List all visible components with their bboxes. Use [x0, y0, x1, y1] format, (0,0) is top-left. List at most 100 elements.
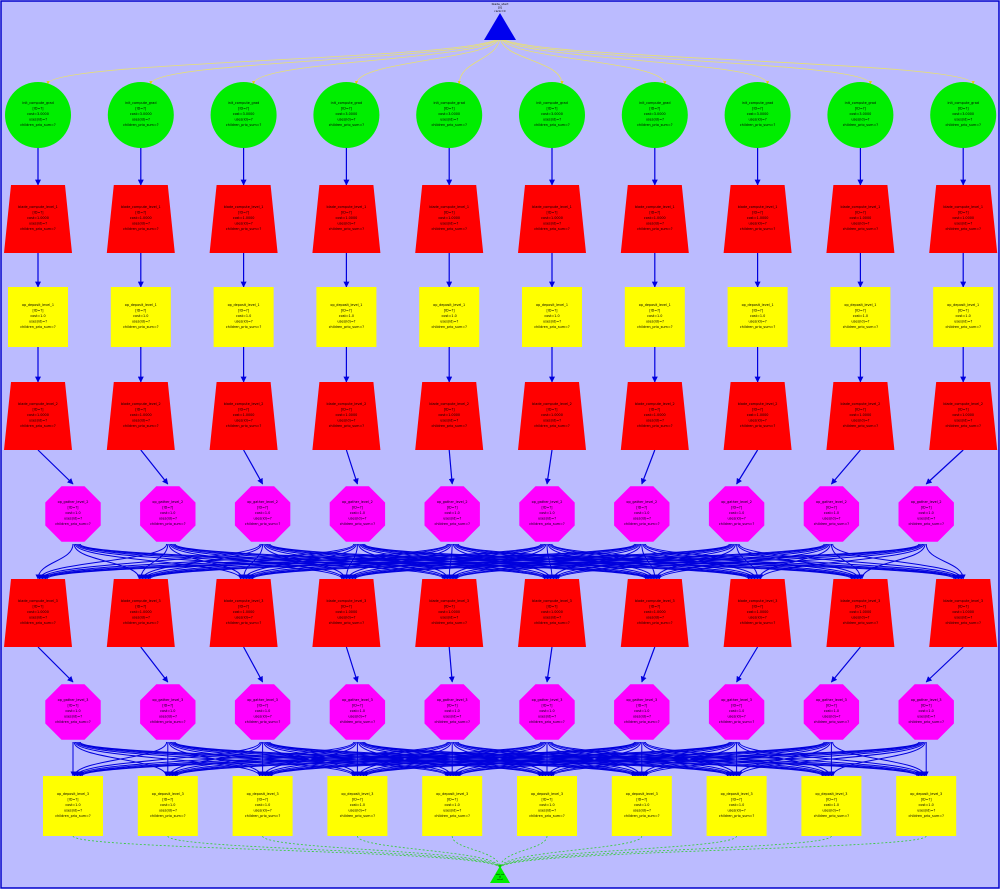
node-label-line: uses(id)=?	[443, 517, 461, 521]
task-node-square[interactable]: op_deposit_level_3 [ID=?]cost=1.0 uses(id)…	[517, 776, 577, 836]
task-node-octagon[interactable]: op_gather_level_2 [ID=?]cost=1.0 uses(id)=…	[235, 486, 290, 541]
task-node-trapezoid[interactable]: blade_compute_level_2 [ID=?]cost=1.0000 us…	[518, 382, 586, 450]
task-node-square[interactable]: op_deposit_level_3 [ID=?]cost=1.0 uses(id)…	[43, 776, 103, 836]
task-node-trapezoid[interactable]: blade_compute_level_3 [ID=?]cost=1.0000 us…	[724, 579, 792, 647]
task-node-trapezoid[interactable]: blade_compute_level_1 [ID=?]cost=1.0000 us…	[621, 185, 689, 253]
task-node-octagon[interactable]: op_gather_level_2 [ID=?]cost=1.0 uses(id)=…	[519, 486, 574, 541]
task-node-square[interactable]: op_deposit_level_3 [ID=?]cost=1.0 uses(id)…	[138, 776, 198, 836]
task-node-trapezoid[interactable]: blade_compute_level_3 [ID=?]cost=1.0000 us…	[4, 579, 72, 647]
node-label-line: uses(id)=?	[543, 222, 561, 226]
task-node-square[interactable]: op_deposit_level_3 [ID=?]cost=1.0 uses(id)…	[801, 776, 861, 836]
task-node-trapezoid[interactable]: blade_compute_level_1 [ID=?]cost=1.0000 us…	[518, 185, 586, 253]
task-node-square[interactable]: op_deposit_level_1 [ID=?]cost=1.0 uses(id)…	[111, 287, 171, 347]
task-node-octagon[interactable]: op_gather_level_2 [ID=?]cost=1.0 uses(id)=…	[330, 486, 385, 541]
task-node-trapezoid[interactable]: blade_compute_level_2 [ID=?]cost=1.0000 us…	[210, 382, 278, 450]
task-node-circle[interactable]: init_compute_grad [ID=?]cost=3.0000 uses(i…	[313, 82, 379, 148]
task-node-square[interactable]: op_deposit_level_1 [ID=?]cost=1.0 uses(id)…	[625, 287, 685, 347]
task-node-trapezoid[interactable]: blade_compute_level_2 [ID=?]cost=1.0000 us…	[621, 382, 689, 450]
task-node-square[interactable]: op_deposit_level_1 [ID=?]cost=1.0 uses(id)…	[728, 287, 788, 347]
node-label-line: children_prio_sum=?	[624, 814, 660, 818]
task-node-trapezoid[interactable]: blade_compute_level_1 [ID=?]cost=1.0000 us…	[929, 185, 997, 253]
node-label-line: cost=1.0000	[952, 610, 974, 614]
task-node-square[interactable]: op_deposit_level_3 [ID=?]cost=1.0 uses(id)…	[896, 776, 956, 836]
node-label-line: children_prio_sum=?	[431, 123, 467, 127]
node-label-line: uses(id)=?	[917, 715, 935, 719]
task-node-octagon[interactable]: op_gather_level_3 [ID=?]cost=1.0 uses(id)=…	[45, 684, 100, 739]
task-node-circle[interactable]: init_compute_grad [ID=?]cost=3.0000 uses(i…	[5, 82, 71, 148]
node-label-line: uses(id)=?	[646, 616, 664, 620]
task-node-square[interactable]: op_deposit_level_1 [ID=?]cost=1.0 uses(id)…	[316, 287, 376, 347]
task-node-trapezoid[interactable]: blade_compute_level_3 [ID=?]cost=1.0000 us…	[107, 579, 175, 647]
task-node-trapezoid[interactable]: blade_compute_level_1 [ID=?]cost=1.0000 us…	[724, 185, 792, 253]
node-label-line: children_prio_sum=?	[843, 123, 879, 127]
node-label-line: [ID=?]	[855, 107, 867, 111]
node-label-line: [ID=?]	[135, 408, 147, 412]
task-node-square[interactable]: op_deposit_level_1 [ID=?]cost=1.0 uses(id)…	[214, 287, 274, 347]
task-node-trapezoid[interactable]: blade_compute_level_3 [ID=?]cost=1.0000 us…	[826, 579, 894, 647]
task-node-trapezoid[interactable]: blade_compute_level_2 [ID=?]cost=1.0000 us…	[929, 382, 997, 450]
task-node-trapezoid[interactable]: blade_compute_level_1 [ID=?]cost=1.0000 us…	[415, 185, 483, 253]
task-node-square[interactable]: op_deposit_level_3 [ID=?]cost=1.0 uses(id)…	[612, 776, 672, 836]
node-label-line: op_deposit_level_3	[626, 792, 658, 796]
task-node-trapezoid[interactable]: blade_compute_level_2 [ID=?]cost=1.0000 us…	[312, 382, 380, 450]
task-node-square[interactable]: op_deposit_level_3 [ID=?]cost=1.0 uses(id)…	[422, 776, 482, 836]
task-node-octagon[interactable]: op_gather_level_3 [ID=?]cost=1.0 uses(id)=…	[235, 684, 290, 739]
task-node-octagon[interactable]: op_gather_level_3 [ID=?]cost=1.0 uses(id)=…	[709, 684, 764, 739]
task-node-octagon[interactable]: op_gather_level_2 [ID=?]cost=1.0 uses(id)=…	[140, 486, 195, 541]
task-node-trapezoid[interactable]: blade_compute_level_2 [ID=?]cost=1.0000 us…	[4, 382, 72, 450]
task-node-octagon[interactable]: op_gather_level_3 [ID=?]cost=1.0 uses(id)=…	[804, 684, 859, 739]
node-label-line: [ID=?]	[352, 506, 364, 510]
task-node-square[interactable]: op_deposit_level_3 [ID=?]cost=1.0 uses(id)…	[327, 776, 387, 836]
node-label-line: children_prio_sum=?	[434, 720, 470, 724]
task-node-square[interactable]: op_deposit_level_1 [ID=?]cost=1.0 uses(id)…	[419, 287, 479, 347]
sink-label-line: blade_end	[496, 874, 504, 876]
task-node-trapezoid[interactable]: blade_compute_level_3 [ID=?]cost=1.0000 us…	[415, 579, 483, 647]
node-label-line: cost=1.0	[442, 314, 457, 318]
node-label-line: cost=1.0000	[952, 216, 974, 220]
node-label-line: uses(id)=?	[64, 715, 82, 719]
node-label-line: [ID=?]	[135, 211, 147, 215]
task-node-square[interactable]: op_deposit_level_1 [ID=?]cost=1.0 uses(id)…	[830, 287, 890, 347]
task-node-trapezoid[interactable]: blade_compute_level_1 [ID=?]cost=1.0000 us…	[826, 185, 894, 253]
node-label-line: cost=1.0	[350, 511, 365, 515]
task-node-trapezoid[interactable]: blade_compute_level_1 [ID=?]cost=1.0000 us…	[210, 185, 278, 253]
task-node-octagon[interactable]: op_gather_level_3 [ID=?]cost=1.0 uses(id)=…	[330, 684, 385, 739]
node-label-line: [ID=?]	[752, 211, 764, 215]
task-node-circle[interactable]: init_compute_grad [ID=?]cost=3.0000 uses(i…	[416, 82, 482, 148]
task-node-circle[interactable]: init_compute_grad [ID=?]cost=3.0000 uses(i…	[930, 82, 996, 148]
task-node-octagon[interactable]: op_gather_level_2 [ID=?]cost=1.0 uses(id)=…	[709, 486, 764, 541]
task-node-trapezoid[interactable]: blade_compute_level_1 [ID=?]cost=1.0000 us…	[107, 185, 175, 253]
task-node-circle[interactable]: init_compute_grad [ID=?]cost=3.0000 uses(i…	[108, 82, 174, 148]
task-node-square[interactable]: op_deposit_level_3 [ID=?]cost=1.0 uses(id)…	[233, 776, 293, 836]
task-node-trapezoid[interactable]: blade_compute_level_2 [ID=?]cost=1.0000 us…	[107, 382, 175, 450]
task-node-circle[interactable]: init_compute_grad [ID=?]cost=3.0000 uses(i…	[725, 82, 791, 148]
task-node-octagon[interactable]: op_gather_level_3 [ID=?]cost=1.0 uses(id)=…	[614, 684, 669, 739]
task-node-octagon[interactable]: op_gather_level_3 [ID=?]cost=1.0 uses(id)=…	[899, 684, 954, 739]
task-node-circle[interactable]: init_compute_grad [ID=?]cost=3.0000 uses(i…	[519, 82, 585, 148]
task-node-trapezoid[interactable]: blade_compute_level_1 [ID=?]cost=1.0000 us…	[312, 185, 380, 253]
task-node-circle[interactable]: init_compute_grad [ID=?]cost=3.0000 uses(i…	[622, 82, 688, 148]
task-node-octagon[interactable]: op_gather_level_2 [ID=?]cost=1.0 uses(id)=…	[614, 486, 669, 541]
task-node-trapezoid[interactable]: blade_compute_level_2 [ID=?]cost=1.0000 us…	[724, 382, 792, 450]
task-node-trapezoid[interactable]: blade_compute_level_3 [ID=?]cost=1.0000 us…	[621, 579, 689, 647]
task-node-square[interactable]: op_deposit_level_3 [ID=?]cost=1.0 uses(id)…	[707, 776, 767, 836]
task-node-octagon[interactable]: op_gather_level_2 [ID=?]cost=1.0 uses(id)=…	[45, 486, 100, 541]
task-node-octagon[interactable]: op_gather_level_2 [ID=?]cost=1.0 uses(id)=…	[425, 486, 480, 541]
task-node-trapezoid[interactable]: blade_compute_level_3 [ID=?]cost=1.0000 us…	[518, 579, 586, 647]
task-node-square[interactable]: op_deposit_level_1 [ID=?]cost=1.0 uses(id)…	[522, 287, 582, 347]
task-node-square[interactable]: op_deposit_level_1 [ID=?]cost=1.0 uses(id)…	[8, 287, 68, 347]
task-node-trapezoid[interactable]: blade_compute_level_2 [ID=?]cost=1.0000 us…	[826, 382, 894, 450]
task-node-circle[interactable]: init_compute_grad [ID=?]cost=3.0000 uses(i…	[827, 82, 893, 148]
task-node-octagon[interactable]: op_gather_level_3 [ID=?]cost=1.0 uses(id)=…	[519, 684, 574, 739]
task-node-octagon[interactable]: op_gather_level_3 [ID=?]cost=1.0 uses(id)=…	[140, 684, 195, 739]
task-node-octagon[interactable]: op_gather_level_2 [ID=?]cost=1.0 uses(id)=…	[899, 486, 954, 541]
task-node-trapezoid[interactable]: blade_compute_level_1 [ID=?]cost=1.0000 us…	[4, 185, 72, 253]
task-node-trapezoid[interactable]: blade_compute_level_3 [ID=?]cost=1.0000 us…	[210, 579, 278, 647]
task-node-trapezoid[interactable]: blade_compute_level_2 [ID=?]cost=1.0000 us…	[415, 382, 483, 450]
task-node-octagon[interactable]: op_gather_level_2 [ID=?]cost=1.0 uses(id)=…	[804, 486, 859, 541]
task-node-circle[interactable]: init_compute_grad [ID=?]cost=3.0000 uses(i…	[211, 82, 277, 148]
task-node-square[interactable]: op_deposit_level_1 [ID=?]cost=1.0 uses(id)…	[933, 287, 993, 347]
task-node-octagon[interactable]: op_gather_level_3 [ID=?]cost=1.0 uses(id)=…	[425, 684, 480, 739]
task-node-trapezoid[interactable]: blade_compute_level_3 [ID=?]cost=1.0000 us…	[312, 579, 380, 647]
task-node-trapezoid[interactable]: blade_compute_level_3 [ID=?]cost=1.0000 us…	[929, 579, 997, 647]
